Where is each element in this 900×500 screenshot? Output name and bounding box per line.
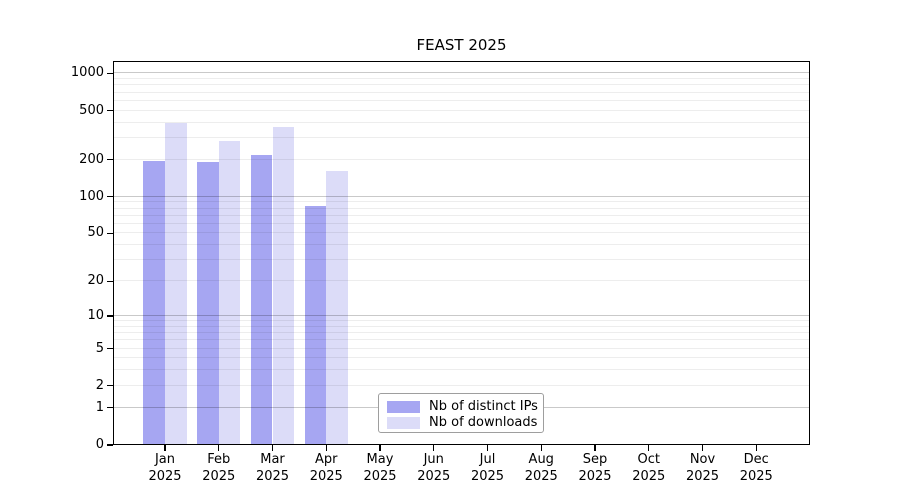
- plot-area: [113, 61, 810, 445]
- y-tick-mark: [107, 232, 113, 235]
- y-tick-label: 1000: [70, 65, 104, 81]
- bar-apr-downloads: [326, 170, 348, 445]
- y-tick-mark: [107, 444, 113, 446]
- x-tick-label-year: 2025: [148, 468, 182, 484]
- x-tick-mark: [540, 445, 542, 451]
- y-tick-mark: [107, 159, 113, 161]
- gridline-minor: [113, 121, 810, 123]
- x-tick-label: Oct 2025: [617, 452, 681, 485]
- x-tick-label-year: 2025: [578, 468, 612, 484]
- y-tick-label: 20: [87, 273, 104, 289]
- x-tick-label-year: 2025: [309, 468, 343, 484]
- gridline-minor: [113, 99, 810, 101]
- x-tick-mark: [701, 445, 704, 451]
- chart-title: FEAST 2025: [416, 36, 507, 54]
- y-tick-label: 5: [95, 340, 104, 356]
- y-tick-mark: [107, 72, 113, 74]
- x-tick-mark: [164, 445, 166, 451]
- x-tick-label-year: 2025: [470, 468, 505, 484]
- x-tick-label: Jul 2025: [456, 452, 520, 485]
- y-tick-mark: [107, 280, 113, 282]
- y-tick-label: 2: [95, 377, 104, 393]
- x-tick-mark: [218, 445, 220, 451]
- y-tick-mark: [107, 407, 113, 409]
- bar-jan-distinct-ips: [143, 161, 165, 445]
- gridline-minor: [113, 78, 810, 79]
- x-tick-label-year: 2025: [739, 468, 773, 484]
- gridline-minor: [113, 91, 810, 93]
- gridline-minor: [113, 84, 810, 86]
- x-tick-label-year: 2025: [202, 468, 236, 484]
- x-tick-label: Jun 2025: [402, 452, 466, 485]
- x-tick-mark: [486, 445, 489, 451]
- y-tick-mark: [107, 385, 113, 387]
- x-tick-label-year: 2025: [363, 468, 397, 484]
- legend-row-downloads: Nb of downloads: [387, 415, 538, 430]
- y-tick-mark: [107, 109, 113, 112]
- x-tick-mark: [433, 445, 435, 451]
- y-tick-label: 100: [79, 188, 104, 204]
- y-tick-label: 200: [79, 151, 104, 167]
- x-tick-label: Mar 2025: [241, 452, 305, 485]
- x-tick-label-year: 2025: [417, 468, 451, 484]
- x-tick-label: Aug 2025: [509, 452, 573, 485]
- y-tick-mark: [107, 348, 113, 350]
- x-tick-mark: [648, 445, 650, 451]
- x-tick-mark: [379, 445, 381, 451]
- gridline-major: [113, 72, 810, 74]
- legend-swatch-downloads: [387, 416, 420, 429]
- bar-mar-downloads: [272, 127, 295, 445]
- legend-label-downloads: Nb of downloads: [429, 415, 538, 430]
- y-tick-label: 500: [79, 102, 104, 118]
- x-tick-mark: [325, 445, 327, 451]
- x-tick-label-year: 2025: [524, 468, 558, 484]
- x-tick-label: Apr 2025: [294, 452, 358, 485]
- y-tick-label: 10: [87, 308, 104, 323]
- y-tick-label: 1: [95, 399, 104, 415]
- x-tick-mark: [271, 445, 274, 451]
- legend-row-distinct-ips: Nb of distinct IPs: [387, 399, 538, 414]
- bar-jan-downloads: [165, 122, 187, 445]
- x-tick-label: Sep 2025: [563, 452, 627, 485]
- x-tick-label: Dec 2025: [724, 452, 788, 485]
- legend: Nb of distinct IPs Nb of downloads: [378, 393, 544, 433]
- y-tick-mark: [107, 196, 113, 198]
- legend-swatch-distinct-ips: [387, 400, 420, 413]
- bar-mar-distinct-ips: [250, 155, 273, 445]
- bar-feb-downloads: [218, 140, 241, 445]
- y-tick-mark: [107, 315, 113, 317]
- bar-feb-distinct-ips: [197, 162, 219, 445]
- gridline-minor: [113, 136, 810, 138]
- x-tick-label: Nov 2025: [671, 452, 735, 485]
- bar-apr-distinct-ips: [304, 206, 327, 445]
- x-tick-label: May 2025: [348, 452, 412, 485]
- y-tick-label: 0: [95, 437, 104, 452]
- x-tick-label-year: 2025: [255, 468, 290, 484]
- x-tick-label: Feb 2025: [187, 452, 251, 485]
- x-tick-label: Jan 2025: [133, 452, 197, 485]
- x-tick-mark: [594, 445, 596, 451]
- legend-label-distinct-ips: Nb of distinct IPs: [429, 399, 538, 414]
- x-tick-label-year: 2025: [685, 468, 720, 484]
- x-tick-mark: [755, 445, 757, 451]
- gridline-minor: [113, 158, 810, 160]
- y-tick-label: 50: [87, 225, 104, 241]
- gridline-minor: [113, 109, 810, 111]
- x-tick-label-year: 2025: [632, 468, 666, 484]
